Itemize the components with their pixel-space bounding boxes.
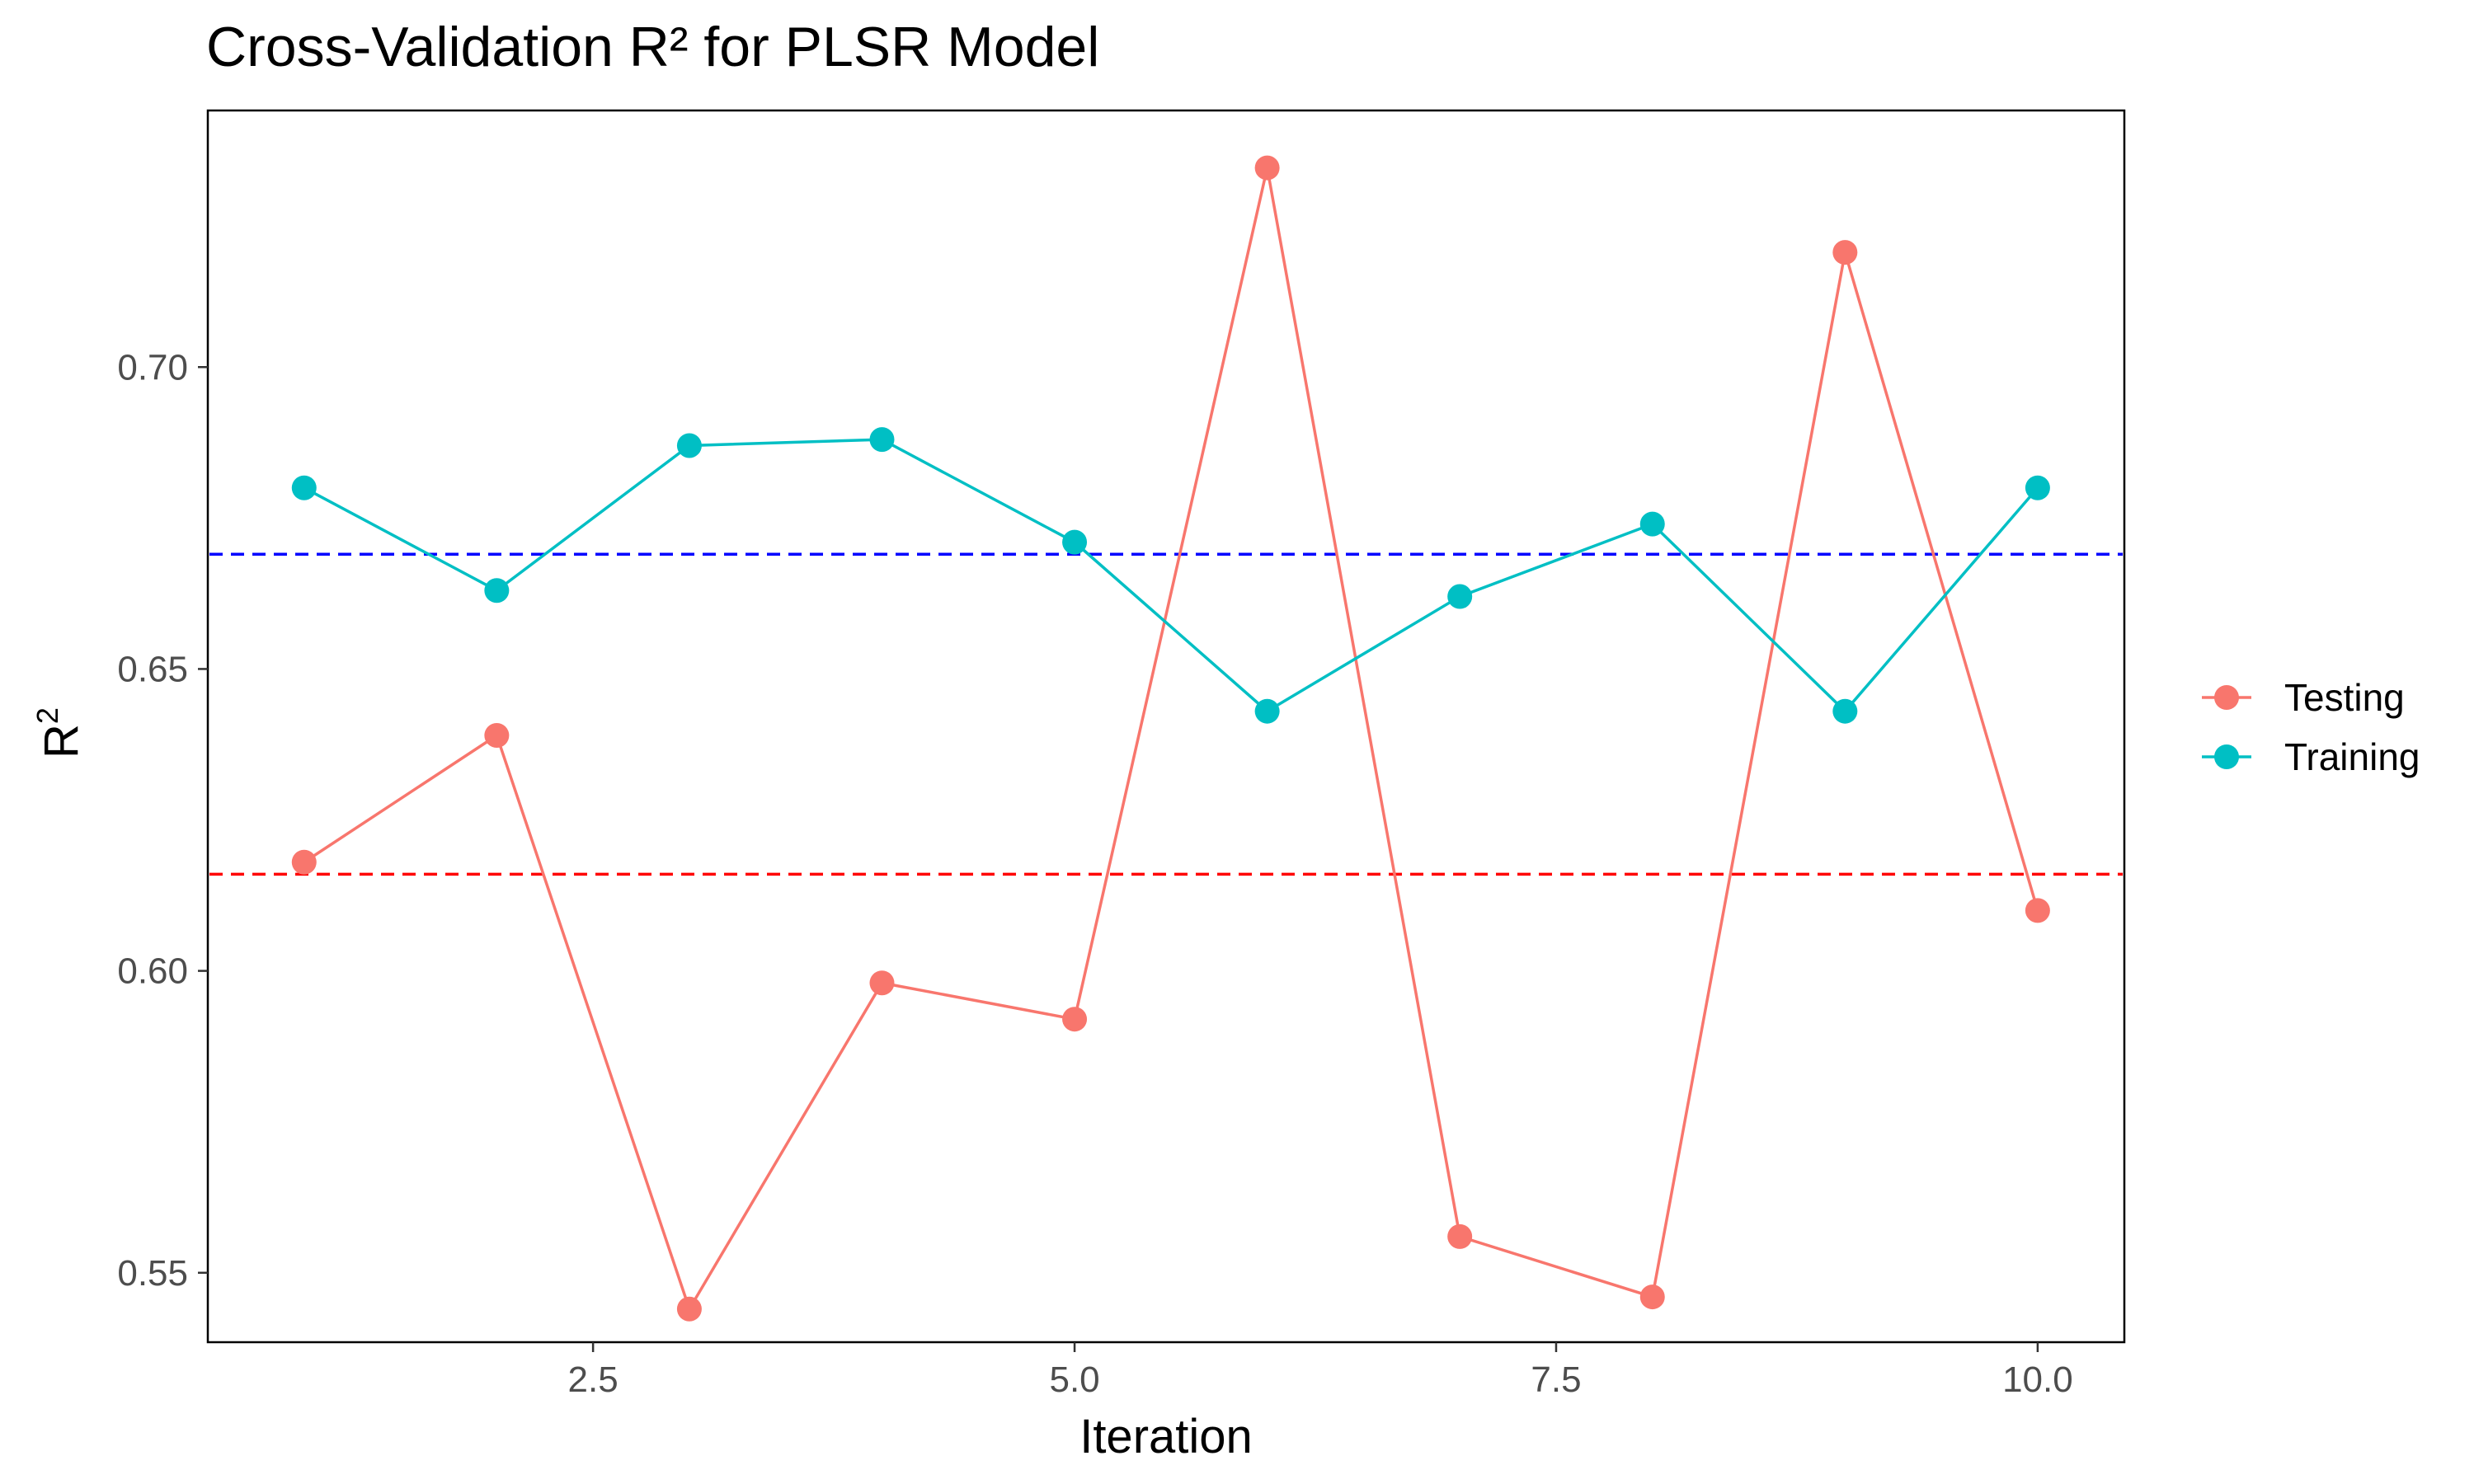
legend: Testing Training: [2202, 676, 2420, 778]
series-line-testing: [303, 167, 2039, 1313]
y-axis-title-superscript: 2: [31, 707, 64, 724]
y-axis: 0.55 0.60 0.65 0.70: [117, 347, 208, 1294]
y-tick-label: 0.65: [117, 649, 188, 689]
x-tick-label: 7.5: [1531, 1360, 1581, 1400]
legend-item-testing: Testing: [2202, 676, 2405, 719]
x-tick-label: 5.0: [1049, 1360, 1099, 1400]
y-tick-label: 0.70: [117, 347, 188, 387]
data-point-training: [1832, 698, 1858, 724]
y-axis-title-text: R: [35, 724, 88, 758]
series-line-training: [303, 438, 2039, 714]
data-point-testing: [1062, 1007, 1088, 1032]
chart-title: Cross-Validation R² for PLSR Model: [206, 16, 1100, 78]
data-point-testing: [2025, 898, 2050, 923]
x-tick-label: 2.5: [568, 1360, 618, 1400]
data-point-training: [2025, 475, 2050, 500]
data-point-testing: [1254, 155, 1280, 181]
series-points: [291, 155, 2050, 1322]
data-point-training: [676, 433, 702, 458]
data-point-testing: [1639, 1284, 1665, 1310]
y-axis-title: R2: [31, 707, 88, 758]
x-tick-label: 10.0: [2002, 1360, 2073, 1400]
data-point-testing: [869, 970, 895, 996]
data-point-testing: [676, 1296, 702, 1322]
y-tick-label: 0.55: [117, 1253, 188, 1294]
y-tick-label: 0.60: [117, 951, 188, 992]
x-axis: 2.5 5.0 7.5 10.0: [568, 1342, 2073, 1400]
x-axis-title: Iteration: [1079, 1410, 1253, 1463]
legend-key-point-testing: [2214, 685, 2239, 710]
legend-label-training: Training: [2284, 735, 2420, 778]
plot-panel: [206, 109, 2126, 1344]
series-lines: [303, 167, 2039, 1313]
svg-text:R2: R2: [31, 707, 88, 758]
data-point-training: [869, 427, 895, 453]
data-point-training: [1447, 584, 1473, 609]
data-point-training: [1254, 698, 1280, 724]
legend-label-testing: Testing: [2284, 676, 2405, 719]
data-point-training: [291, 475, 317, 500]
data-point-testing: [484, 722, 510, 748]
data-point-testing: [1447, 1223, 1473, 1249]
data-point-training: [1639, 511, 1665, 537]
legend-key-point-training: [2214, 744, 2239, 769]
data-point-testing: [1832, 240, 1858, 265]
data-point-training: [484, 578, 510, 603]
data-point-testing: [291, 849, 317, 875]
legend-item-training: Training: [2202, 735, 2420, 778]
reference-lines: [209, 552, 2123, 876]
data-point-training: [1062, 529, 1088, 555]
